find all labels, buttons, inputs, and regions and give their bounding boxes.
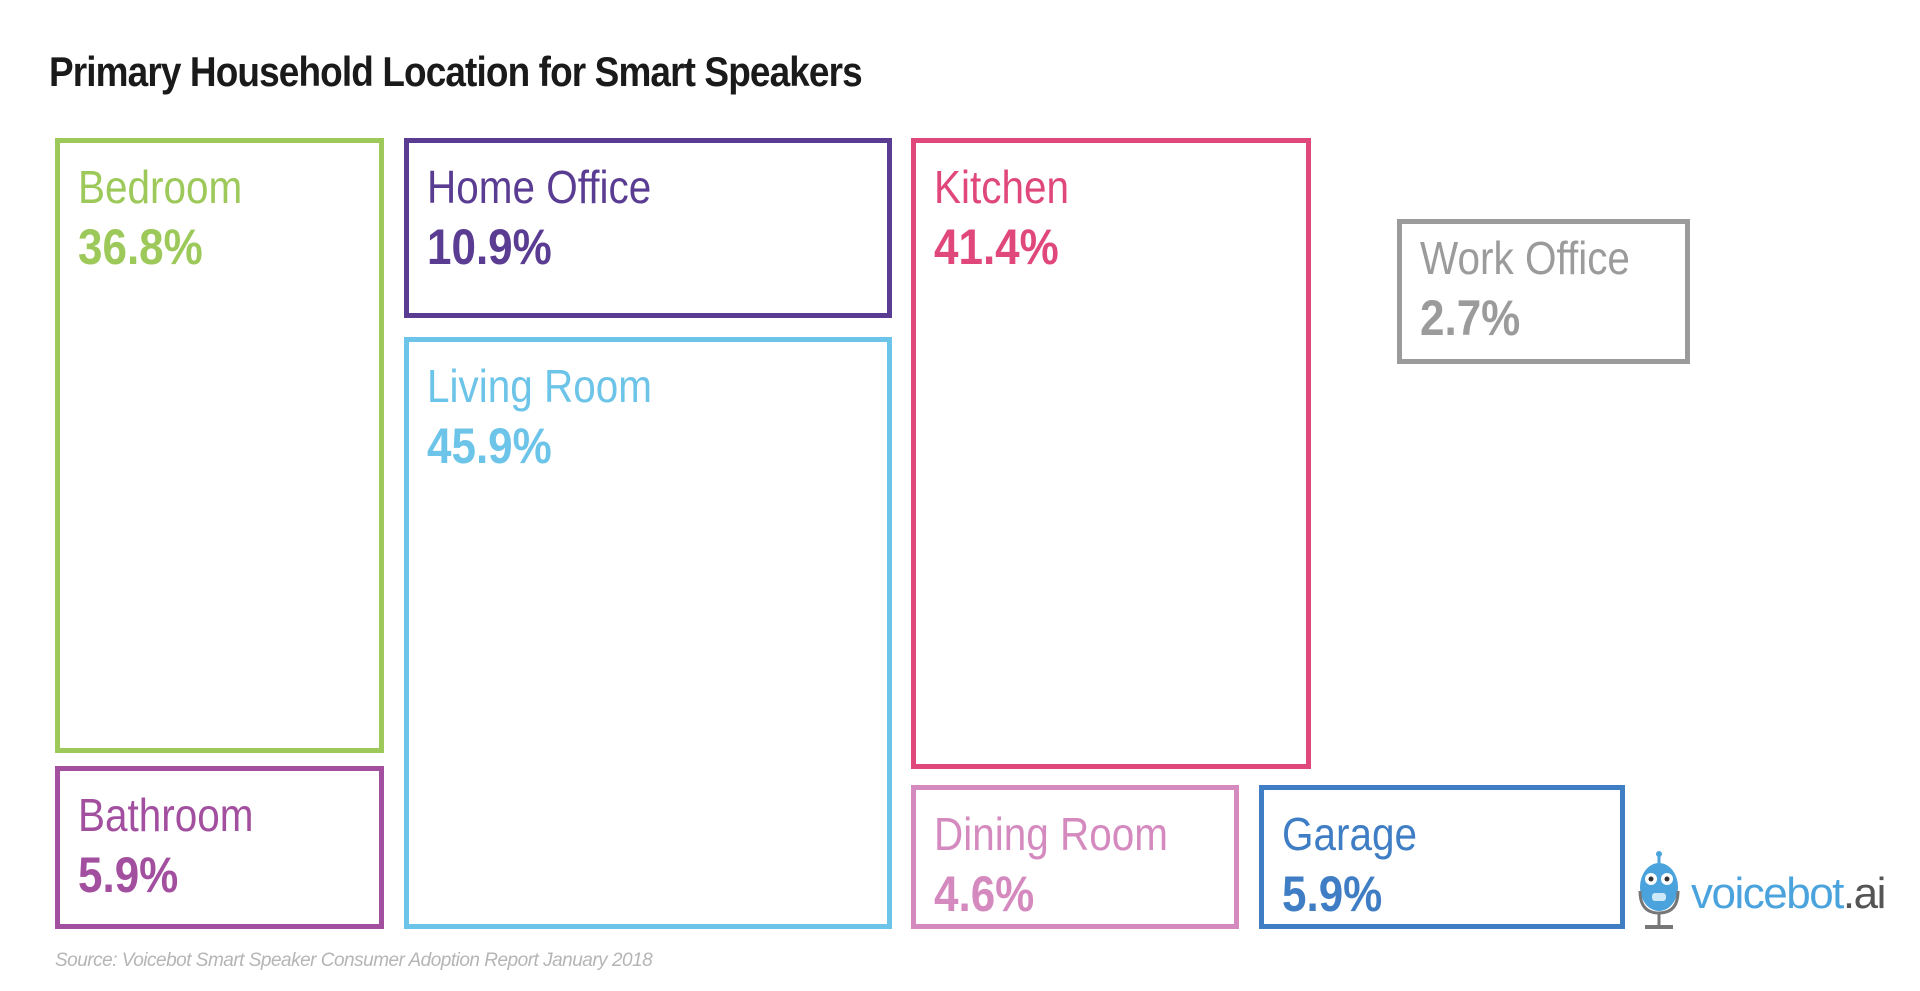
treemap-cell-work-office: Work Office 2.7% [1397, 219, 1690, 364]
logo-text-main: voicebot [1691, 869, 1844, 918]
treemap-cell-garage: Garage 5.9% [1259, 785, 1625, 929]
cell-value: 45.9% [427, 418, 552, 474]
source-note: Source: Voicebot Smart Speaker Consumer … [55, 950, 653, 971]
cell-value: 36.8% [78, 219, 203, 275]
treemap-cell-living-room: Living Room 45.9% [404, 337, 892, 929]
cell-label: Home Office [427, 161, 652, 213]
cell-label: Bedroom [78, 161, 243, 213]
chart-title: Primary Household Location for Smart Spe… [49, 48, 863, 95]
cell-label: Garage [1282, 808, 1418, 860]
cell-label: Living Room [427, 360, 653, 412]
treemap-cell-kitchen: Kitchen 41.4% [911, 138, 1311, 769]
cell-label: Bathroom [78, 789, 254, 841]
cell-value: 10.9% [427, 219, 552, 275]
treemap-cell-home-office: Home Office 10.9% [404, 138, 892, 318]
cell-value: 2.7% [1420, 290, 1521, 346]
treemap-cell-dining-room: Dining Room 4.6% [911, 785, 1239, 929]
cell-label: Work Office [1420, 232, 1630, 284]
cell-value: 5.9% [1282, 866, 1383, 922]
logo-text-suffix: .ai [1842, 869, 1886, 918]
treemap-cell-bathroom: Bathroom 5.9% [55, 766, 384, 929]
cell-value: 41.4% [934, 219, 1059, 275]
cell-value: 5.9% [78, 847, 179, 903]
cell-label: Dining Room [934, 808, 1168, 860]
cell-label: Kitchen [934, 161, 1070, 213]
robot-microphone-icon [1638, 851, 1680, 929]
voicebot-logo: voicebot.ai [1637, 851, 1897, 931]
treemap-cell-bedroom: Bedroom 36.8% [55, 138, 384, 753]
cell-value: 4.6% [934, 866, 1035, 922]
